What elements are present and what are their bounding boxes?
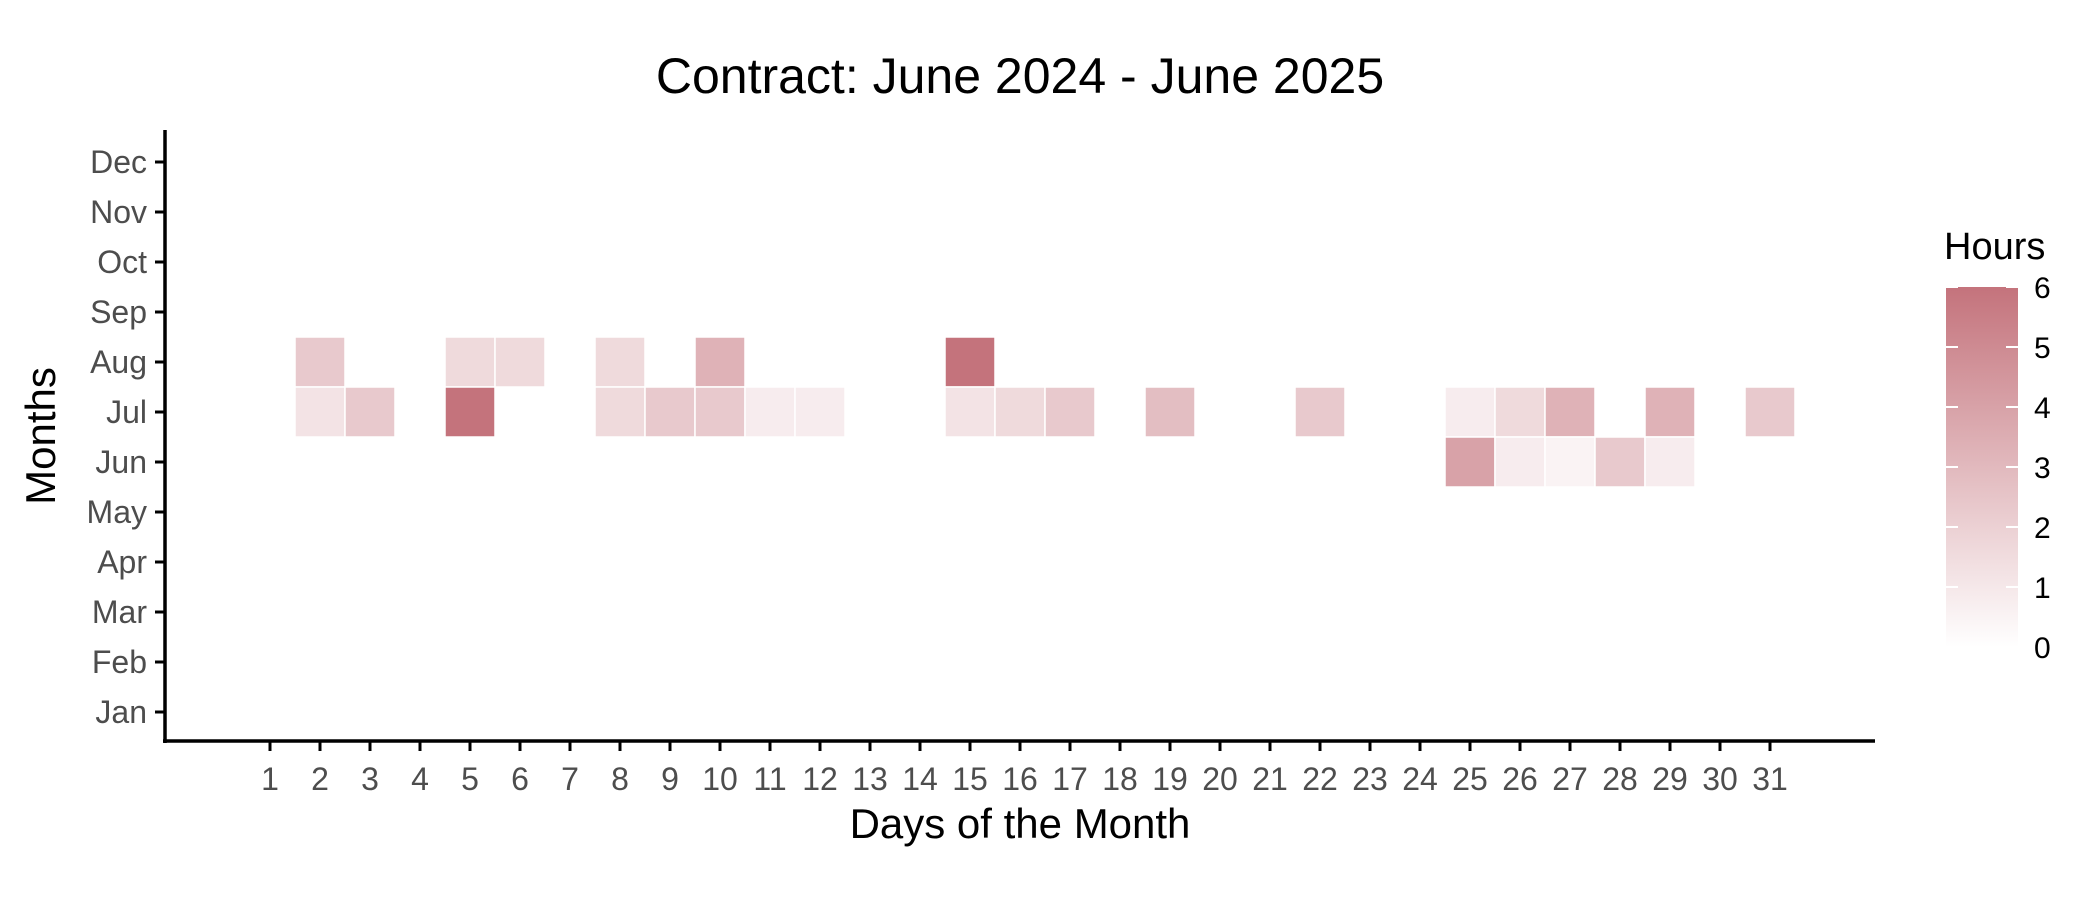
x-tick-label-4: 4 [411, 761, 429, 797]
legend-title: Hours [1944, 226, 2045, 268]
heatmap-cell-aug-2 [294, 336, 346, 388]
x-tick-label-25: 25 [1452, 761, 1488, 797]
heatmap-cell-jul-15 [944, 386, 996, 438]
x-tick-label-2: 2 [311, 761, 329, 797]
x-tick-label-21: 21 [1252, 761, 1288, 797]
y-tick-label-aug: Aug [90, 344, 147, 380]
heatmap-cell-jul-25 [1444, 386, 1496, 438]
legend-tick-label-0: 0 [2034, 632, 2051, 665]
x-tick-label-12: 12 [802, 761, 838, 797]
x-tick-label-13: 13 [852, 761, 888, 797]
heatmap-cell-jul-31 [1744, 386, 1796, 438]
x-tick-label-1: 1 [261, 761, 279, 797]
heatmap-cell-aug-15 [944, 336, 996, 388]
heatmap-cell-jun-27 [1544, 436, 1596, 488]
x-tick-label-24: 24 [1402, 761, 1438, 797]
heatmap-cell-jul-17 [1044, 386, 1096, 438]
x-tick-label-27: 27 [1552, 761, 1588, 797]
heatmap-cell-jul-16 [994, 386, 1046, 438]
y-tick-label-jan: Jan [95, 694, 147, 730]
x-tick-label-16: 16 [1002, 761, 1038, 797]
x-tick-label-23: 23 [1352, 761, 1388, 797]
x-tick-label-30: 30 [1702, 761, 1738, 797]
x-tick-label-22: 22 [1302, 761, 1338, 797]
heatmap-cell-jun-25 [1444, 436, 1496, 488]
y-axis-title: Months [17, 367, 64, 505]
y-tick-label-feb: Feb [92, 644, 147, 680]
heatmap-cell-jul-9 [644, 386, 696, 438]
x-tick-label-17: 17 [1052, 761, 1088, 797]
heatmap-cell-jul-19 [1144, 386, 1196, 438]
heatmap-cell-jun-26 [1494, 436, 1546, 488]
heatmap-cell-jul-11 [744, 386, 796, 438]
x-tick-label-9: 9 [661, 761, 679, 797]
heatmap-cell-jul-5 [444, 386, 496, 438]
x-tick-label-28: 28 [1602, 761, 1638, 797]
x-tick-label-14: 14 [902, 761, 938, 797]
y-tick-label-jul: Jul [106, 394, 147, 430]
y-tick-label-dec: Dec [90, 144, 147, 180]
heatmap-cell-jul-8 [594, 386, 646, 438]
heatmap-cell-aug-6 [494, 336, 546, 388]
legend-tick-label-4: 4 [2034, 392, 2051, 425]
y-axis-ticks: Jan Feb Mar Apr May Jun Jul Aug Sep Oct Nov Dec [87, 144, 165, 730]
x-tick-label-20: 20 [1202, 761, 1238, 797]
y-tick-label-oct: Oct [97, 244, 147, 280]
legend-tick-label-6: 6 [2034, 272, 2051, 305]
x-axis-title: Days of the Month [850, 800, 1191, 847]
x-tick-label-26: 26 [1502, 761, 1538, 797]
x-tick-label-11: 11 [753, 761, 786, 797]
x-tick-label-8: 8 [611, 761, 629, 797]
heatmap-cell-aug-8 [594, 336, 646, 388]
heatmap-cell-jul-3 [344, 386, 396, 438]
heatmap-cell-jul-27 [1544, 386, 1596, 438]
heatmap-cell-jul-29 [1644, 386, 1696, 438]
y-tick-label-may: May [87, 494, 147, 530]
heatmap-cell-jun-29 [1644, 436, 1696, 488]
heatmap-cell-jul-26 [1494, 386, 1546, 438]
heatmap-cell-jul-22 [1294, 386, 1346, 438]
y-tick-label-apr: Apr [97, 544, 147, 580]
x-tick-label-29: 29 [1652, 761, 1688, 797]
x-tick-label-3: 3 [361, 761, 379, 797]
chart-title: Contract: June 2024 - June 2025 [656, 48, 1384, 104]
x-tick-label-15: 15 [952, 761, 988, 797]
x-tick-label-6: 6 [511, 761, 529, 797]
heatmap-cell-aug-10 [694, 336, 746, 388]
y-tick-label-nov: Nov [90, 194, 147, 230]
x-tick-label-10: 10 [702, 761, 738, 797]
legend-tick-label-2: 2 [2034, 512, 2051, 545]
heatmap-cells [294, 336, 1796, 488]
x-tick-label-19: 19 [1152, 761, 1188, 797]
heatmap-cell-aug-5 [444, 336, 496, 388]
legend-tick-label-3: 3 [2034, 452, 2051, 485]
heatmap-cell-jun-28 [1594, 436, 1646, 488]
legend: Hours 0 1 2 3 4 5 6 [1944, 226, 2051, 665]
heatmap-cell-jul-12 [794, 386, 846, 438]
legend-ticks: 0 1 2 3 4 5 6 [1946, 272, 2051, 665]
x-tick-label-18: 18 [1102, 761, 1138, 797]
heatmap-cell-jul-10 [694, 386, 746, 438]
x-tick-label-5: 5 [461, 761, 479, 797]
y-tick-label-jun: Jun [95, 444, 147, 480]
legend-tick-label-5: 5 [2034, 332, 2051, 365]
heatmap-cell-jul-2 [294, 386, 346, 438]
x-tick-label-7: 7 [561, 761, 579, 797]
y-tick-label-sep: Sep [90, 294, 147, 330]
legend-tick-label-1: 1 [2034, 572, 2051, 605]
y-tick-label-mar: Mar [92, 594, 147, 630]
x-axis-ticks: 1 2 3 4 5 6 7 8 9 10 11 12 13 14 15 16 17 18 19 20 21 22 23 24 2… [261, 741, 1788, 797]
x-tick-label-31: 31 [1752, 761, 1788, 797]
